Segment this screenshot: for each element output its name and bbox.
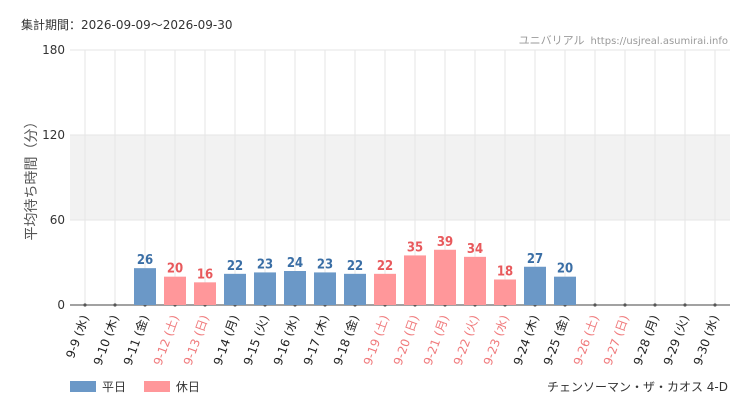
y-tick-label: 120 xyxy=(42,128,65,142)
x-tick-label: 9-19 (土) xyxy=(361,313,392,367)
x-tick-mark xyxy=(113,303,117,307)
legend-swatch-holiday xyxy=(143,381,170,392)
bar-weekday xyxy=(224,273,246,305)
bar-weekday xyxy=(284,271,306,305)
x-tick-label: 9-13 (日) xyxy=(181,313,212,367)
y-tick-label: 60 xyxy=(50,213,65,227)
bar-value-label: 35 xyxy=(407,240,423,255)
x-tick-label: 9-11 (金) xyxy=(120,313,152,367)
x-tick-label: 9-28 (月) xyxy=(631,313,662,367)
x-tick-label: 9-21 (月) xyxy=(421,313,452,367)
bar-value-label: 39 xyxy=(437,235,453,250)
legend-item-holiday[interactable]: 休日 xyxy=(143,378,200,395)
x-tick-mark xyxy=(623,303,627,307)
bar-value-label: 22 xyxy=(377,259,393,274)
x-tick-mark xyxy=(83,303,87,307)
bar-value-label: 22 xyxy=(227,259,243,274)
x-tick-label: 9-27 (日) xyxy=(601,313,632,367)
x-tick-mark xyxy=(593,303,597,307)
bar-value-label: 34 xyxy=(467,242,483,257)
legend-label-holiday: 休日 xyxy=(175,380,200,394)
x-tick-label: 9-20 (日) xyxy=(391,313,422,367)
x-tick-mark xyxy=(653,303,657,307)
bar-weekday xyxy=(254,272,276,305)
bar-value-label: 16 xyxy=(197,267,213,282)
x-tick-mark xyxy=(683,303,687,307)
x-tick-label: 9-10 (木) xyxy=(91,313,122,367)
x-tick-label: 9-9 (水) xyxy=(63,313,91,360)
shaded-band xyxy=(70,135,730,220)
x-tick-label: 9-25 (金) xyxy=(540,313,572,367)
x-tick-label: 9-16 (水) xyxy=(271,313,302,367)
bar-holiday xyxy=(194,282,216,305)
x-tick-label: 9-24 (木) xyxy=(511,313,542,367)
x-tick-label: 9-14 (月) xyxy=(211,313,242,367)
x-tick-label: 9-15 (火) xyxy=(241,313,272,367)
x-tick-label: 9-22 (火) xyxy=(451,313,482,367)
bar-weekday xyxy=(314,272,336,305)
bar-holiday xyxy=(164,276,186,305)
x-tick-label: 9-26 (土) xyxy=(571,313,602,367)
y-tick-label: 0 xyxy=(57,298,65,312)
y-axis-title: 平均待ち時間（分） xyxy=(24,115,40,241)
legend-item-weekday[interactable]: 平日 xyxy=(70,378,126,395)
bar-value-label: 23 xyxy=(317,257,333,272)
watermark-site: https://usjreal.asumirai.info xyxy=(590,36,728,47)
bar-value-label: 20 xyxy=(557,262,573,277)
y-tick-label: 180 xyxy=(42,43,65,57)
watermark-brand: ユニバリアル xyxy=(518,34,585,47)
bar-value-label: 23 xyxy=(257,257,273,272)
bar-value-label: 18 xyxy=(497,265,513,280)
bar-value-label: 22 xyxy=(347,259,363,274)
legend-label-weekday: 平日 xyxy=(102,380,127,394)
bar-value-label: 26 xyxy=(137,253,153,268)
bar-holiday xyxy=(464,256,486,305)
period-label: 集計期間：2026-09-09～2026-09-30 xyxy=(21,16,232,33)
bar-weekday xyxy=(554,276,576,305)
bar-holiday xyxy=(494,279,516,305)
x-tick-label: 9-29 (火) xyxy=(661,313,692,367)
attraction-name: チェンソーマン・ザ・カオス 4-D xyxy=(546,380,728,394)
bar-weekday xyxy=(524,266,546,305)
legend-swatch-weekday xyxy=(70,381,96,392)
bar-holiday xyxy=(374,273,396,305)
chart-legend: 平日 休日 xyxy=(70,378,214,395)
bar-value-label: 27 xyxy=(527,252,543,267)
x-tick-label: 9-12 (土) xyxy=(151,313,182,367)
bar-weekday xyxy=(344,273,366,305)
x-tick-label: 9-17 (木) xyxy=(301,313,332,367)
period-label-text: 集計期間：2026-09-09～2026-09-30 xyxy=(21,18,233,32)
bar-value-label: 20 xyxy=(167,262,183,277)
watermark: ユニバリアル https://usjreal.asumirai.info xyxy=(519,32,728,48)
bar-holiday xyxy=(434,249,456,305)
bar-holiday xyxy=(404,255,426,305)
x-tick-label: 9-23 (水) xyxy=(481,313,512,367)
bar-value-label: 24 xyxy=(287,256,303,271)
x-tick-label: 9-30 (水) xyxy=(691,313,722,367)
x-tick-label: 9-18 (金) xyxy=(330,313,362,367)
bar-weekday xyxy=(134,268,156,305)
x-tick-mark xyxy=(713,303,717,307)
